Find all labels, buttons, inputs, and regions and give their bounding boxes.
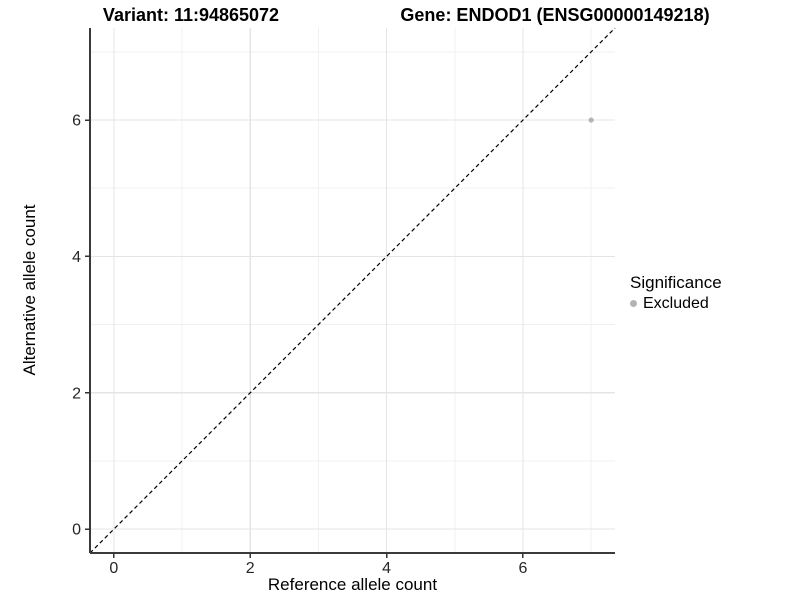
x-tick-label: 2 — [246, 560, 255, 577]
gene-title: Gene: ENDOD1 (ENSG00000149218) — [400, 5, 710, 25]
x-axis-title: Reference allele count — [267, 575, 438, 594]
excluded-point-icon — [630, 300, 637, 307]
plot-panel: 0 2 4 6 0 2 4 6 — [72, 27, 616, 577]
legend-item-excluded: Excluded — [630, 293, 722, 314]
x-tick-label: 6 — [519, 560, 528, 577]
x-tick-label: 4 — [382, 560, 391, 577]
legend-title: Significance — [630, 273, 722, 292]
y-tick-label: 2 — [72, 385, 81, 402]
legend: Significance Excluded — [630, 272, 722, 314]
y-tick-label: 4 — [72, 249, 81, 266]
plot-canvas: 0 2 4 6 0 2 4 6 — [72, 27, 616, 577]
identity-line — [89, 27, 616, 554]
x-tick-label: 0 — [109, 560, 118, 577]
data-point — [588, 117, 594, 123]
y-tick-label: 0 — [72, 522, 81, 539]
y-axis-title: Alternative allele count — [20, 204, 39, 376]
variant-title: Variant: 11:94865072 — [102, 5, 280, 25]
legend-item-label: Excluded — [643, 294, 709, 312]
y-tick-label: 6 — [72, 113, 81, 130]
